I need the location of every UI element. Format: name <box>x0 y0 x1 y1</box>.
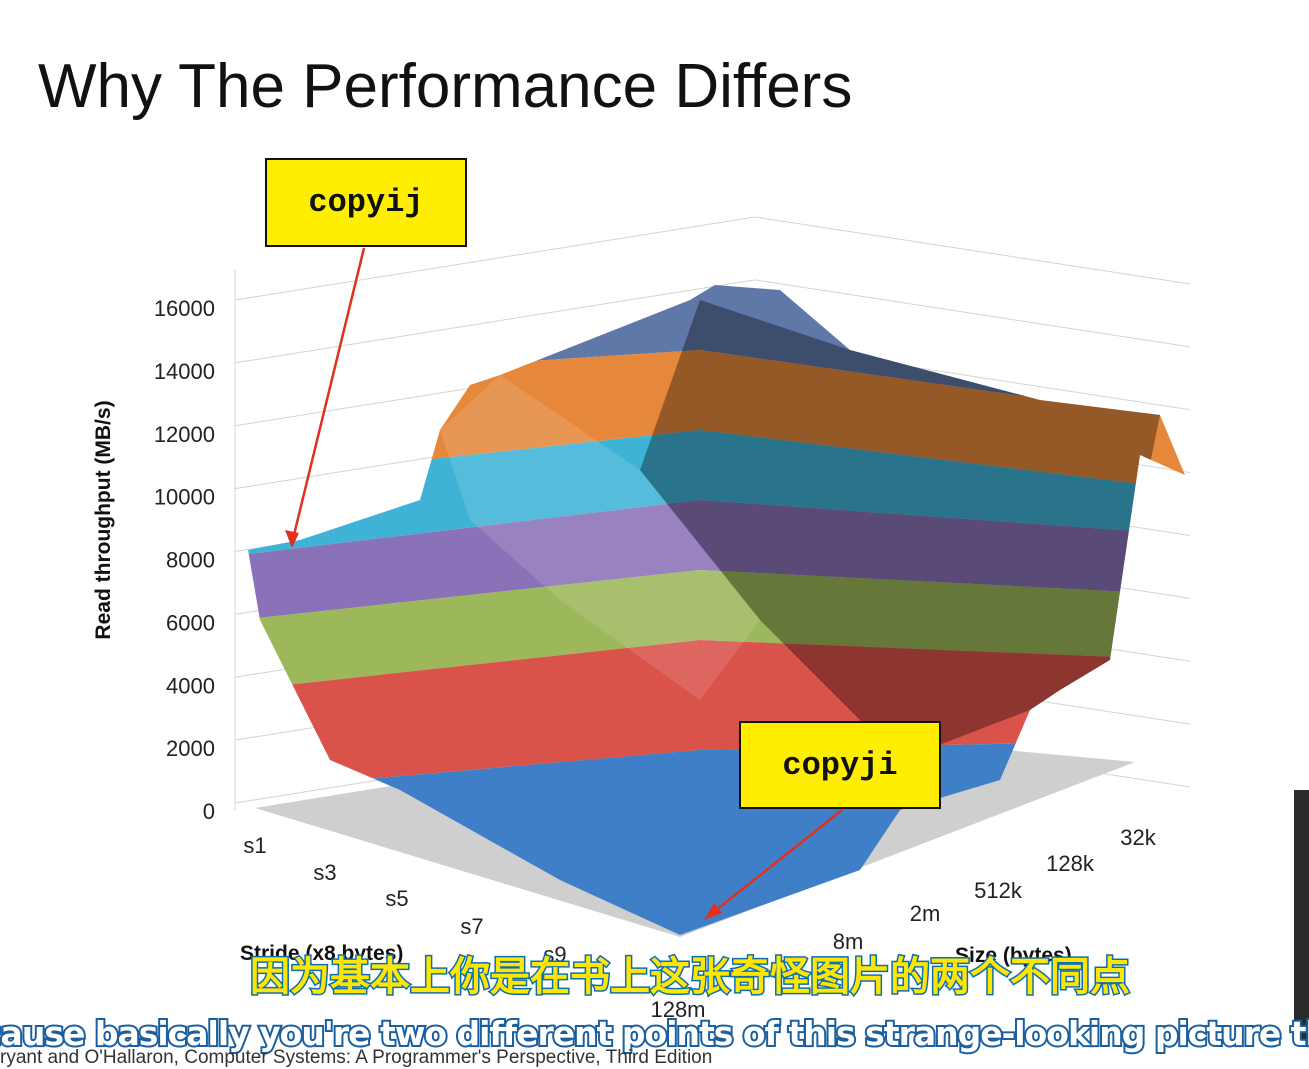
stride-label: s5 <box>385 886 408 911</box>
subtitle-chinese: 因为基本上你是在书上这张奇怪图片的两个不同点 <box>250 954 1130 1000</box>
stride-axis-title: Stride (x8 bytes) <box>240 942 403 965</box>
stride-label: s3 <box>313 860 336 885</box>
y-tick-label: 6000 <box>166 610 215 635</box>
callout-label: copyij <box>308 184 423 221</box>
y-tick-label: 10000 <box>154 485 215 510</box>
size-axis-title: Size (bytes) <box>955 944 1072 967</box>
size-label: 2m <box>910 901 941 926</box>
callout-arrow <box>709 809 843 916</box>
subtitle-english: cause basically you're two different poi… <box>0 1014 1309 1053</box>
y-tick-label: 12000 <box>154 422 215 447</box>
y-tick-label: 8000 <box>166 548 215 573</box>
axis-labels: 16000 14000 12000 10000 8000 6000 4000 2000 0 s1 s… <box>154 296 1157 1022</box>
arrow-head <box>285 530 299 548</box>
slide-title: Why The Performance Differs <box>38 52 852 121</box>
size-label: 8m <box>833 929 864 954</box>
callout-arrow <box>290 247 366 544</box>
y-tick-label: 16000 <box>154 296 215 321</box>
callout-label: copyji <box>782 747 897 784</box>
stride-label: s9 <box>543 942 566 967</box>
callout-box <box>265 158 467 247</box>
y-tick-label: 14000 <box>154 359 215 384</box>
y-tick-label: 0 <box>203 799 215 824</box>
stride-label: s1 <box>243 833 266 858</box>
size-label: 128m <box>650 997 705 1022</box>
grid-line <box>234 279 1191 364</box>
y-tick-label: 2000 <box>166 736 215 761</box>
callout-box <box>739 721 941 809</box>
citation: ryant and O'Hallaron, Computer Systems: … <box>0 1047 712 1068</box>
size-label: 512k <box>974 878 1023 903</box>
size-label: 128k <box>1046 851 1095 876</box>
stride-label: s7 <box>460 914 483 939</box>
arrow-head <box>704 903 722 920</box>
y-tick-label: 4000 <box>166 673 215 698</box>
grid-line <box>234 216 1191 301</box>
size-label: 32k <box>1120 825 1156 850</box>
y-axis-title: Read throughput (MB/s) <box>92 400 115 639</box>
video-thumbnail <box>1294 790 1309 1040</box>
